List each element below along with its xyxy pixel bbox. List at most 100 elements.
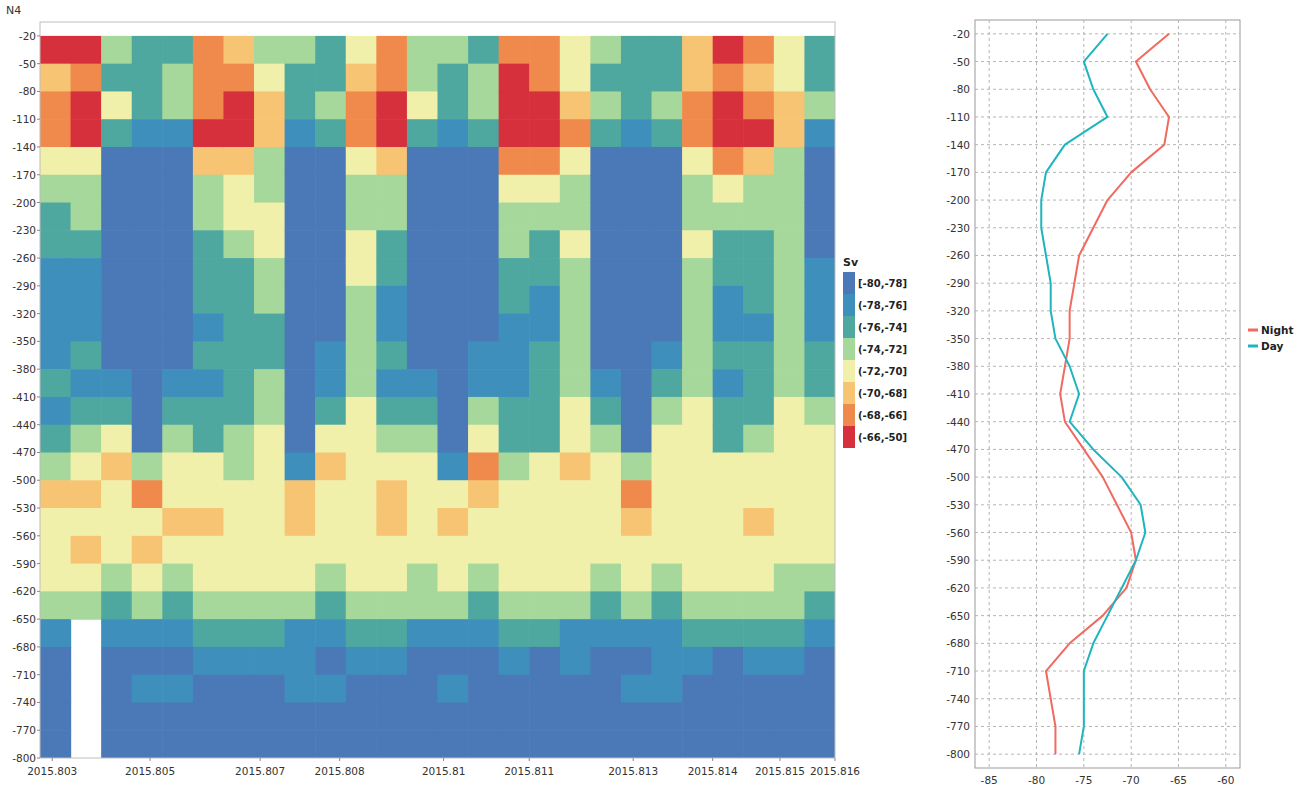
heat-cell xyxy=(804,730,835,758)
heat-cell xyxy=(315,536,346,564)
heat-cell xyxy=(438,119,469,147)
y-tick-label: -560 xyxy=(946,527,970,539)
y-tick xyxy=(37,396,40,397)
heat-cell xyxy=(407,675,438,703)
x-tick xyxy=(52,758,53,761)
heat-cell xyxy=(254,258,285,286)
heat-cell xyxy=(804,64,835,92)
heat-cell xyxy=(590,702,621,730)
heat-cell xyxy=(315,425,346,453)
heat-cell xyxy=(101,508,132,536)
heat-cell xyxy=(468,36,499,64)
x-tick-label: 2015.808 xyxy=(315,765,365,777)
heat-cell xyxy=(529,675,560,703)
heat-cell xyxy=(652,675,683,703)
heat-cell xyxy=(223,258,254,286)
heat-cell xyxy=(223,286,254,314)
heat-cell xyxy=(652,480,683,508)
y-tick xyxy=(37,535,40,536)
heat-cell xyxy=(529,564,560,592)
heat-cell xyxy=(162,425,193,453)
heat-cell xyxy=(132,36,163,64)
heat-cell xyxy=(407,536,438,564)
heat-cell xyxy=(438,536,469,564)
heat-cell xyxy=(499,91,530,119)
heat-cell xyxy=(560,647,591,675)
heat-cell xyxy=(285,536,316,564)
heat-cell xyxy=(468,425,499,453)
heat-cell xyxy=(804,536,835,564)
heat-cell xyxy=(346,230,377,258)
heat-cell xyxy=(713,119,744,147)
y-tick-label: -800 xyxy=(946,748,970,760)
heat-cell xyxy=(438,341,469,369)
chart-root: N4-20-50-80-110-140-170-200-230-260-290-… xyxy=(0,0,1303,792)
heat-cell xyxy=(71,480,102,508)
heat-cell xyxy=(621,203,652,231)
heat-cell xyxy=(162,286,193,314)
colorbar-swatch xyxy=(843,294,855,316)
heat-cell xyxy=(499,619,530,647)
heat-cell xyxy=(101,397,132,425)
heat-cell xyxy=(560,147,591,175)
heat-cell xyxy=(193,508,224,536)
y-tick xyxy=(37,702,40,703)
y-tick-label: -710 xyxy=(12,669,36,681)
y-tick xyxy=(37,63,40,64)
heat-cell xyxy=(71,452,102,480)
y-tick-label: -770 xyxy=(12,724,36,736)
heat-cell xyxy=(438,286,469,314)
heat-cell xyxy=(590,591,621,619)
heat-cell xyxy=(162,341,193,369)
x-tick-label: 2015.814 xyxy=(688,765,738,777)
y-grid xyxy=(975,310,1240,311)
heat-cell xyxy=(40,702,71,730)
heat-cell xyxy=(193,480,224,508)
heat-cell xyxy=(346,203,377,231)
heat-cell xyxy=(774,480,805,508)
y-tick xyxy=(37,646,40,647)
heat-cell xyxy=(682,536,713,564)
heat-cell xyxy=(621,258,652,286)
heat-cell xyxy=(132,702,163,730)
heat-cell xyxy=(529,119,560,147)
heat-cell xyxy=(193,536,224,564)
y-tick xyxy=(37,508,40,509)
heat-cell xyxy=(132,397,163,425)
heat-cell xyxy=(346,314,377,342)
heat-cell xyxy=(621,564,652,592)
heat-cell xyxy=(193,64,224,92)
heat-cell xyxy=(101,369,132,397)
heat-cell xyxy=(162,619,193,647)
heat-cell xyxy=(223,175,254,203)
heat-cell xyxy=(590,203,621,231)
y-tick-label: -470 xyxy=(12,446,36,458)
heat-cell xyxy=(376,119,407,147)
heat-cell xyxy=(804,203,835,231)
heat-cell xyxy=(499,675,530,703)
heat-cell xyxy=(743,119,774,147)
x-grid xyxy=(1178,20,1179,768)
heat-cell xyxy=(254,675,285,703)
heat-cell xyxy=(774,91,805,119)
heat-cell xyxy=(40,203,71,231)
heat-cell xyxy=(774,203,805,231)
y-grid xyxy=(975,532,1240,533)
heat-cell xyxy=(621,341,652,369)
heat-cell xyxy=(407,508,438,536)
heat-cell xyxy=(40,369,71,397)
heat-cell xyxy=(652,64,683,92)
heat-cell xyxy=(590,175,621,203)
heat-cell xyxy=(101,702,132,730)
heat-cell xyxy=(621,619,652,647)
heat-cell xyxy=(468,508,499,536)
heat-cell xyxy=(346,258,377,286)
heat-cell xyxy=(743,175,774,203)
heat-cell xyxy=(590,730,621,758)
heat-cell xyxy=(499,175,530,203)
heat-cell xyxy=(804,341,835,369)
heat-cell xyxy=(804,286,835,314)
heat-cell xyxy=(193,147,224,175)
x-tick-label: -80 xyxy=(1028,774,1045,786)
heat-cell xyxy=(162,147,193,175)
